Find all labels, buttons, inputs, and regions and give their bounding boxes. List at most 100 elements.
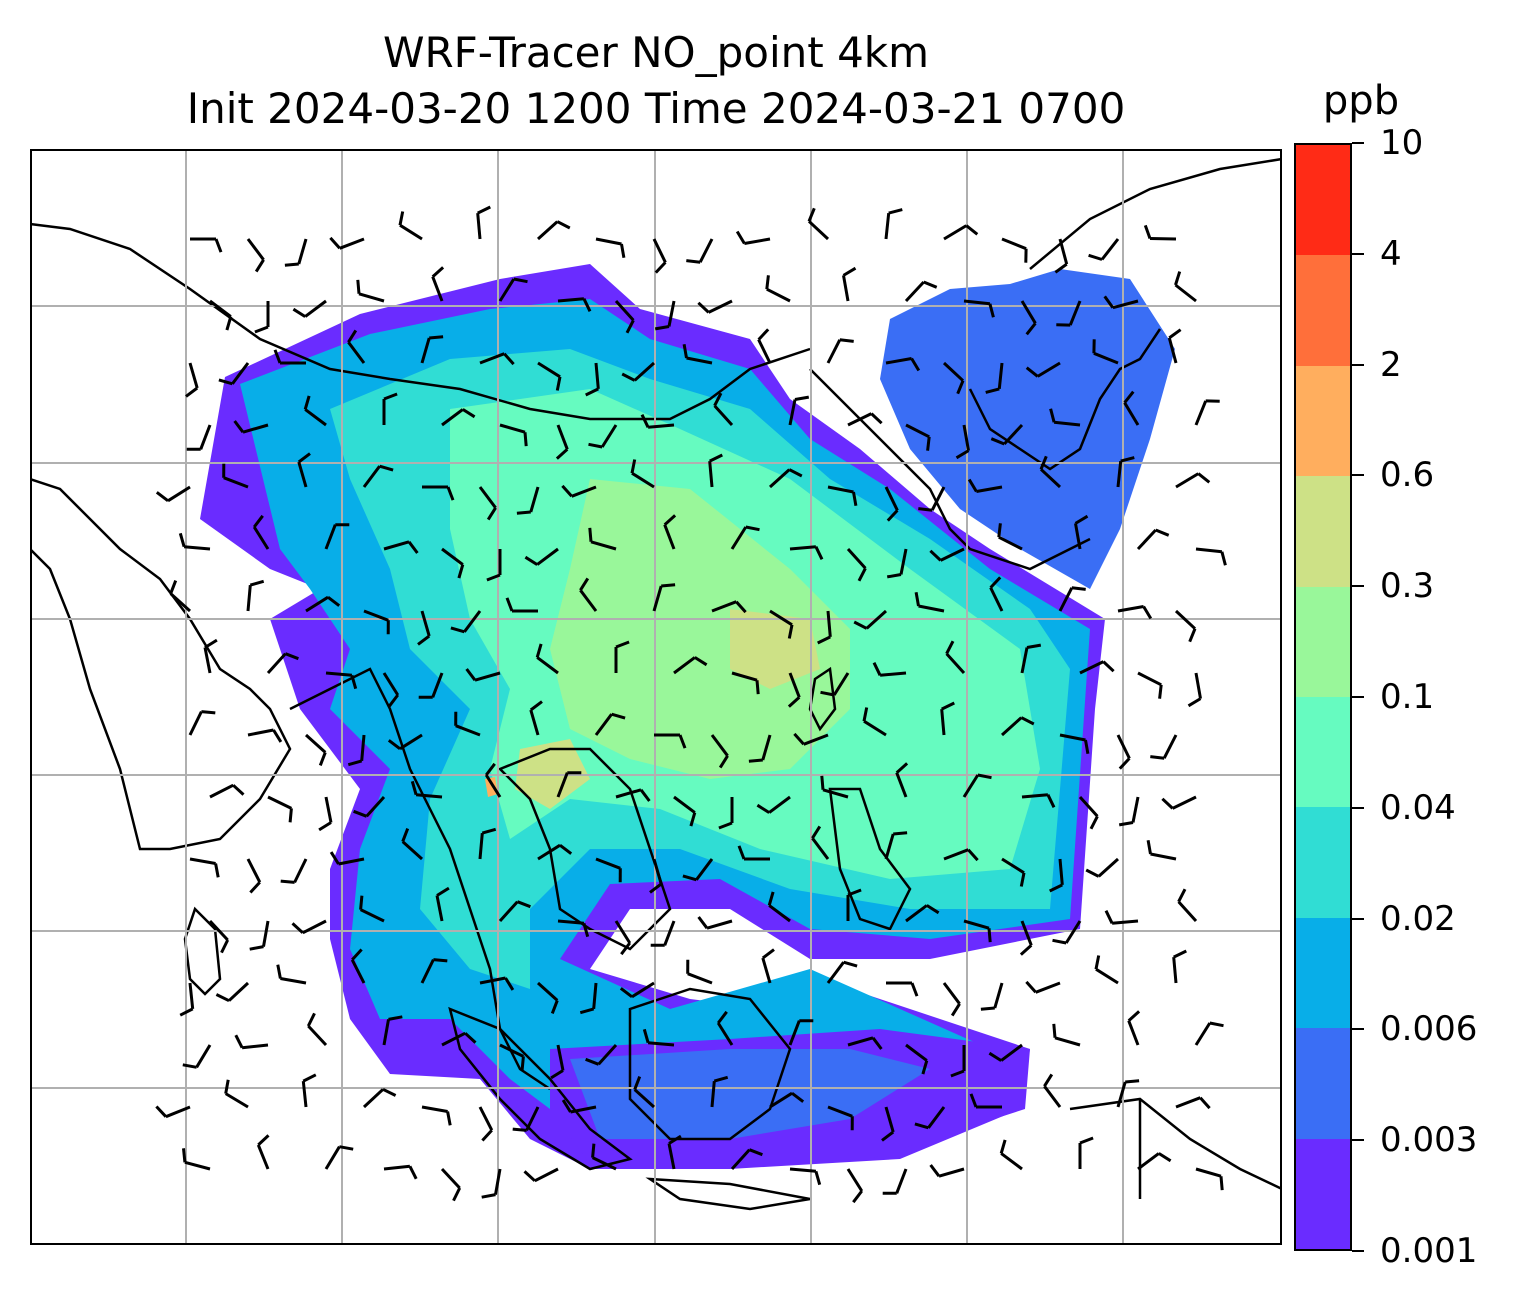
wind-barb-feather bbox=[382, 1087, 397, 1097]
wind-barb-feather bbox=[417, 634, 431, 646]
wind-barb-feather bbox=[914, 591, 920, 607]
wind-barb-staff bbox=[976, 485, 1003, 493]
wind-barb-feather bbox=[817, 635, 831, 645]
wind-barb-staff bbox=[865, 609, 888, 630]
wind-barb-staff bbox=[324, 1145, 341, 1170]
wind-barb-staff bbox=[600, 424, 618, 448]
wind-barb-staff bbox=[686, 356, 713, 365]
wind-barb-feather bbox=[204, 638, 218, 649]
wind-barb-feather bbox=[787, 624, 794, 639]
wind-barb-feather bbox=[276, 964, 282, 979]
wind-barb-staff bbox=[297, 461, 308, 488]
wind-barb-feather bbox=[1161, 797, 1174, 810]
wind-barb-staff bbox=[827, 485, 854, 494]
wind-barb-feather bbox=[224, 1079, 230, 1094]
wind-barb-feather bbox=[910, 982, 919, 997]
wind-barb-feather bbox=[1174, 271, 1182, 286]
coastline-china-east bbox=[809, 368, 1091, 571]
wind-barb-staff bbox=[165, 1105, 191, 1119]
wind-barb-feather bbox=[1039, 455, 1048, 470]
wind-barb-feather bbox=[654, 261, 667, 274]
wind-barb-feather bbox=[668, 1134, 682, 1145]
map-title-line-1: WRF-Tracer NO_point 4km bbox=[382, 28, 930, 77]
wind-barb-feather bbox=[1219, 1176, 1224, 1191]
wind-barb-feather bbox=[407, 540, 419, 554]
wind-barb-feather bbox=[350, 674, 358, 690]
wind-barb-staff bbox=[184, 1160, 211, 1171]
wind-barb-staff bbox=[614, 299, 635, 322]
wind-barb-staff bbox=[1131, 796, 1140, 823]
wind-barb-feather bbox=[745, 525, 760, 532]
wind-barb-staff bbox=[183, 545, 211, 551]
wind-barb-feather bbox=[1026, 643, 1042, 649]
wind-barb-feather bbox=[1025, 322, 1037, 336]
wind-barb-staff bbox=[203, 647, 212, 674]
wind-barb-staff bbox=[687, 972, 713, 985]
wind-barb-staff bbox=[647, 1041, 675, 1047]
wind-barb-feather bbox=[512, 1127, 527, 1132]
wind-barb-feather bbox=[756, 803, 770, 814]
wind-barb-staff bbox=[304, 299, 327, 318]
wind-barb-staff bbox=[420, 337, 431, 364]
wind-barb-feather bbox=[284, 262, 299, 267]
plume-northeast-lobe bbox=[880, 269, 1175, 589]
wind-barb-staff bbox=[652, 238, 667, 264]
plume-level-0.1 bbox=[550, 479, 850, 779]
wind-barb-staff bbox=[241, 1043, 269, 1050]
wind-barb-feather bbox=[464, 1032, 477, 1044]
wind-barb-staff bbox=[945, 652, 966, 675]
wind-barb-staff bbox=[826, 339, 842, 364]
wind-barb-feather bbox=[233, 420, 245, 434]
wind-barb-feather bbox=[1102, 660, 1115, 673]
wind-barb-staff bbox=[847, 412, 873, 427]
wind-barb-feather bbox=[969, 1093, 978, 1108]
wind-barb-feather bbox=[516, 900, 531, 909]
coastline-korea bbox=[968, 328, 1162, 471]
wind-barb-staff bbox=[730, 526, 748, 550]
wind-barb-staff bbox=[707, 299, 733, 314]
wind-barb-feather bbox=[523, 432, 528, 447]
wind-barb-staff bbox=[525, 1106, 540, 1132]
wind-barb-feather bbox=[1197, 472, 1211, 484]
wind-barb-staff bbox=[663, 524, 676, 550]
wind-barb-staff bbox=[209, 783, 234, 799]
wind-barb-feather bbox=[347, 329, 358, 343]
wind-barb-feather bbox=[329, 236, 341, 250]
wind-barb-staff bbox=[435, 895, 444, 922]
wind-barb-staff bbox=[667, 300, 676, 327]
colorbar-segment-1 bbox=[1296, 1028, 1350, 1139]
wind-barb-staff bbox=[761, 734, 772, 761]
wind-barb-feather bbox=[955, 449, 970, 460]
wind-barb-staff bbox=[708, 460, 714, 488]
wind-barb-feather bbox=[718, 821, 733, 830]
wind-barb-staff bbox=[1137, 1152, 1160, 1171]
wind-barb-feather bbox=[182, 1063, 197, 1069]
wind-barb-feather bbox=[387, 739, 401, 750]
wind-barb-feather bbox=[201, 710, 216, 715]
wind-barb-feather bbox=[639, 788, 651, 802]
wind-barb-feather bbox=[620, 243, 626, 259]
wind-barb-staff bbox=[822, 788, 849, 799]
wind-barb-feather bbox=[1127, 1010, 1141, 1022]
colorbar-tick-label: 0.04 bbox=[1380, 787, 1456, 828]
wind-barb-staff bbox=[431, 672, 444, 698]
colorbar-segment-2 bbox=[1296, 917, 1350, 1029]
wind-barb-feather bbox=[257, 1134, 270, 1146]
wind-barb-staff bbox=[242, 423, 269, 434]
wind-barb-feather bbox=[559, 844, 573, 855]
wind-barb-feather bbox=[755, 680, 760, 695]
colorbar-tick-label: 0.003 bbox=[1380, 1120, 1478, 1161]
wind-barb-feather bbox=[956, 380, 965, 395]
wind-barb-staff bbox=[1003, 423, 1024, 446]
colorbar-tick bbox=[1352, 1028, 1364, 1031]
wind-barb-staff bbox=[1149, 237, 1177, 241]
wind-barb-feather bbox=[379, 464, 394, 472]
wind-barb-feather bbox=[1118, 757, 1131, 770]
wind-barb-staff bbox=[710, 1080, 716, 1108]
wind-barb-staff bbox=[789, 1167, 817, 1173]
wind-barb-staff bbox=[1174, 609, 1197, 630]
wind-barb-feather bbox=[621, 372, 636, 382]
wind-barb-staff bbox=[663, 920, 676, 946]
wind-barb-staff bbox=[884, 1106, 895, 1133]
wind-barb-feather bbox=[893, 831, 908, 836]
